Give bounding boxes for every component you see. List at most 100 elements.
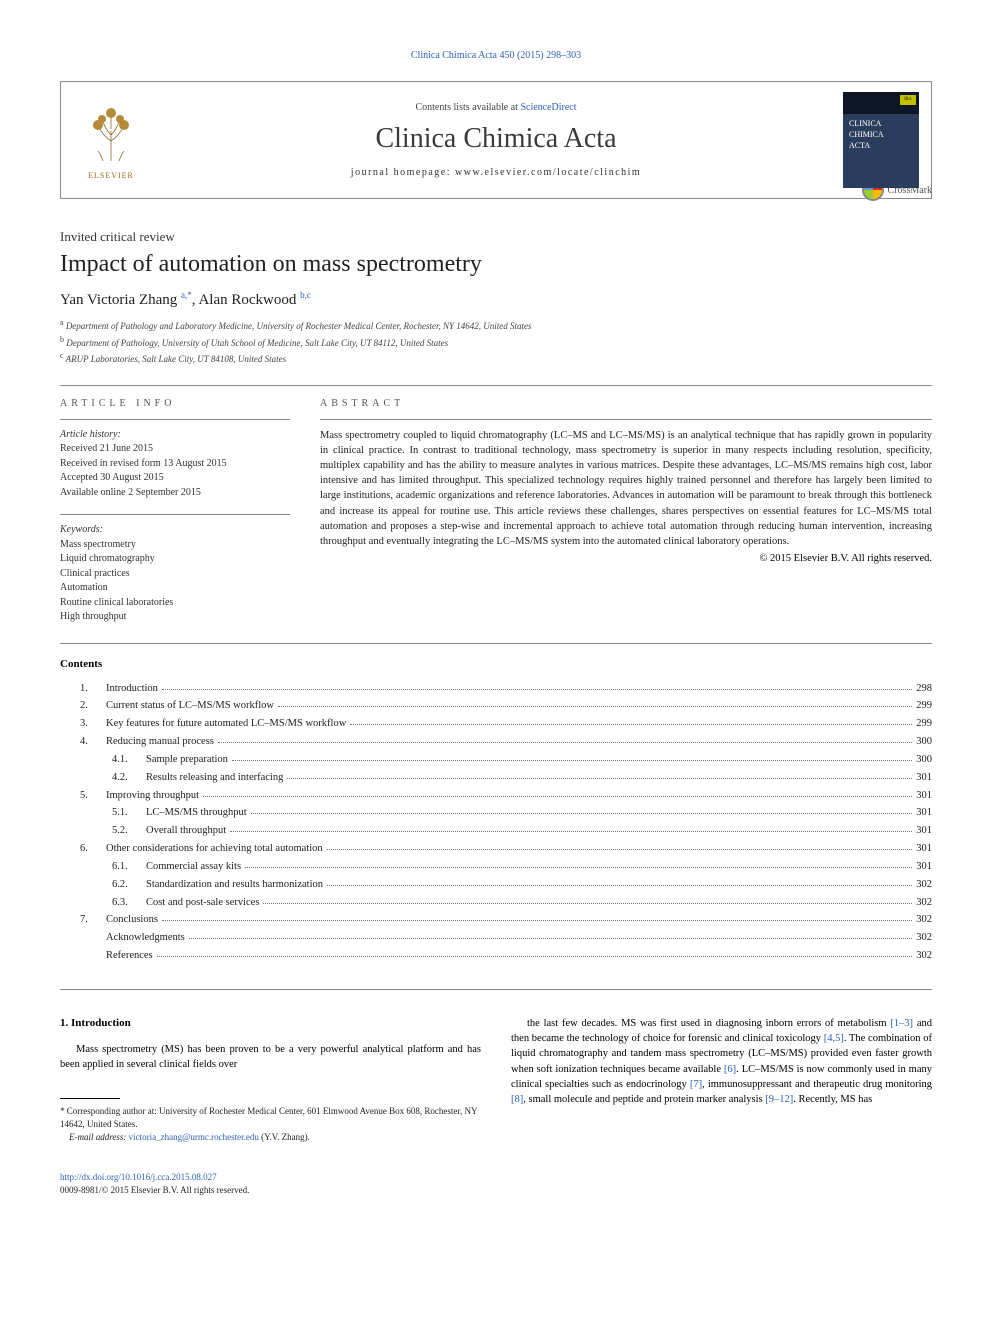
corresponding-author-footnote: * Corresponding author at: University of…: [60, 1105, 481, 1143]
abstract-label: abstract: [320, 398, 932, 409]
toc-number: 3.: [80, 715, 106, 733]
contents-available-line: Contents lists available at ScienceDirec…: [415, 102, 576, 113]
toc-page: 299: [916, 715, 932, 733]
article-type: Invited critical review: [60, 229, 932, 245]
toc-page: 301: [916, 804, 932, 822]
toc-entry[interactable]: 7.Conclusions302: [60, 911, 932, 929]
abstract-text: Mass spectrometry coupled to liquid chro…: [320, 428, 932, 550]
footnote-rule: [60, 1098, 120, 1099]
toc-number: [80, 929, 106, 947]
toc-number: 1.: [80, 680, 106, 698]
toc-entry[interactable]: 4.Reducing manual process 300: [60, 733, 932, 751]
ref-link[interactable]: [7]: [690, 1079, 702, 1090]
keyword-item: Routine clinical laboratories: [60, 596, 290, 611]
publisher-logo-box: ELSEVIER: [61, 82, 161, 198]
toc-entry[interactable]: References302: [60, 947, 932, 965]
body-two-column: 1. Introduction Mass spectrometry (MS) h…: [60, 1016, 932, 1143]
toc-leader-dots: [230, 822, 912, 832]
toc-number: 4.: [80, 733, 106, 751]
toc-leader-dots: [263, 894, 912, 904]
issn-copyright-line: 0009-8981/© 2015 Elsevier B.V. All right…: [60, 1185, 249, 1195]
toc-page: 302: [916, 947, 932, 965]
cover-badge: ifcc: [900, 95, 916, 105]
corresponding-email-link[interactable]: victoria_zhang@urmc.rochester.edu: [129, 1132, 259, 1142]
abstract-column: abstract Mass spectrometry coupled to li…: [320, 398, 932, 625]
keyword-item: Mass spectrometry: [60, 538, 290, 553]
toc-number: 5.1.: [112, 804, 146, 822]
toc-entry[interactable]: 5.1.LC–MS/MS throughput301: [60, 804, 932, 822]
toc-number: 2.: [80, 697, 106, 715]
toc-page: 302: [916, 911, 932, 929]
toc-entry[interactable]: 2.Current status of LC–MS/MS workflow299: [60, 697, 932, 715]
toc-entry[interactable]: 6.Other considerations for achieving tot…: [60, 840, 932, 858]
toc-entry[interactable]: 1.Introduction298: [60, 680, 932, 698]
author-list: Yan Victoria Zhang a,*, Alan Rockwood b,…: [60, 290, 932, 309]
toc-page: 300: [916, 751, 932, 769]
affiliation-line: a Department of Pathology and Laboratory…: [60, 317, 932, 334]
toc-entry[interactable]: 4.2.Results releasing and interfacing301: [60, 769, 932, 787]
ref-link[interactable]: [1–3]: [890, 1018, 913, 1029]
history-item: Accepted 30 August 2015: [60, 471, 290, 486]
toc-entry[interactable]: 6.3.Cost and post-sale services302: [60, 894, 932, 912]
doi-link[interactable]: http://dx.doi.org/10.1016/j.cca.2015.08.…: [60, 1172, 217, 1182]
affiliations: a Department of Pathology and Laboratory…: [60, 317, 932, 367]
history-item: Received 21 June 2015: [60, 442, 290, 457]
toc-page: 301: [916, 822, 932, 840]
toc-number: 7.: [80, 911, 106, 929]
toc-page: 302: [916, 894, 932, 912]
toc-entry[interactable]: 6.1.Commercial assay kits301: [60, 858, 932, 876]
email-suffix: (Y.V. Zhang).: [259, 1132, 310, 1142]
toc-page: 302: [916, 929, 932, 947]
homepage-url[interactable]: www.elsevier.com/locate/clinchim: [455, 167, 641, 178]
toc-entry[interactable]: 3.Key features for future automated LC–M…: [60, 715, 932, 733]
contents-prefix: Contents lists available at: [415, 102, 520, 113]
toc-page: 299: [916, 697, 932, 715]
toc-title: Sample preparation: [146, 751, 228, 769]
article-info-label: article info: [60, 398, 290, 409]
toc-entry[interactable]: 5.2.Overall throughput301: [60, 822, 932, 840]
toc-title: Reducing manual process: [106, 733, 214, 751]
history-item: Available online 2 September 2015: [60, 486, 290, 501]
toc-leader-dots: [157, 947, 913, 957]
toc-number: 5.2.: [112, 822, 146, 840]
toc-number: 6.: [80, 840, 106, 858]
ref-link[interactable]: [8]: [511, 1094, 523, 1105]
ref-link[interactable]: [9–12]: [765, 1094, 793, 1105]
keyword-item: Automation: [60, 581, 290, 596]
keyword-item: High throughput: [60, 610, 290, 625]
toc-leader-dots: [162, 680, 912, 690]
divider: [60, 385, 932, 386]
page-footer: http://dx.doi.org/10.1016/j.cca.2015.08.…: [60, 1171, 932, 1196]
toc-page: 300: [916, 733, 932, 751]
toc-entry[interactable]: 6.2.Standardization and results harmoniz…: [60, 876, 932, 894]
keyword-item: Clinical practices: [60, 567, 290, 582]
toc-page: 301: [916, 858, 932, 876]
corresponding-text: Corresponding author at: University of R…: [60, 1106, 477, 1129]
ref-link[interactable]: [6]: [724, 1064, 736, 1075]
toc-leader-dots: [203, 787, 912, 797]
history-label: Article history:: [60, 428, 290, 443]
toc-leader-dots: [327, 840, 913, 850]
toc-page: 301: [916, 840, 932, 858]
toc-entry[interactable]: Acknowledgments302: [60, 929, 932, 947]
toc-entry[interactable]: 4.1.Sample preparation 300: [60, 751, 932, 769]
email-label: E-mail address:: [69, 1132, 129, 1142]
journal-cover-icon: ifcc CLINICACHIMICAACTA: [843, 92, 919, 188]
keyword-item: Liquid chromatography: [60, 552, 290, 567]
history-item: Received in revised form 13 August 2015: [60, 457, 290, 472]
divider: [60, 643, 932, 644]
toc-entry[interactable]: 5.Improving throughput301: [60, 787, 932, 805]
toc-title: Other considerations for achieving total…: [106, 840, 323, 858]
running-head: Clinica Chimica Acta 450 (2015) 298–303: [60, 50, 932, 61]
toc-number: 5.: [80, 787, 106, 805]
sciencedirect-link[interactable]: ScienceDirect: [520, 102, 576, 113]
toc-number: [80, 947, 106, 965]
affiliation-line: b Department of Pathology, University of…: [60, 334, 932, 351]
cover-title-text: CLINICACHIMICAACTA: [849, 118, 884, 151]
toc-title: Cost and post-sale services: [146, 894, 259, 912]
footnote-star-icon: *: [60, 1106, 65, 1116]
ref-link[interactable]: [4,5]: [824, 1033, 844, 1044]
keywords-block: Keywords: Mass spectrometryLiquid chroma…: [60, 523, 290, 625]
toc-number: 4.1.: [112, 751, 146, 769]
intro-paragraph-right: the last few decades. MS was first used …: [511, 1016, 932, 1107]
